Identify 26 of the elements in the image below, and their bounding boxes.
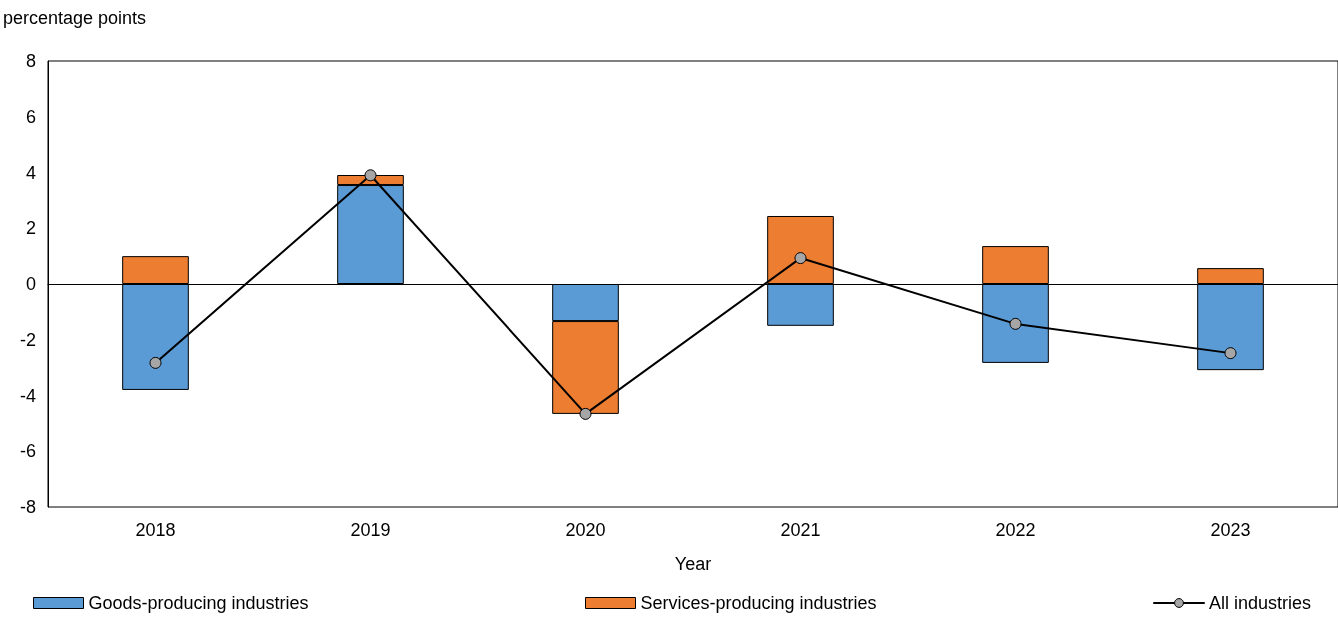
x-tick-label: 2019 (350, 520, 391, 540)
legend-label: All industries (1209, 593, 1312, 613)
x-tick-label: 2022 (995, 520, 1036, 540)
y-tick-label: 4 (25, 162, 36, 183)
point (794, 252, 807, 265)
y-tick-label: 2 (25, 218, 36, 239)
x-tick-label: 2018 (135, 520, 176, 540)
y-tick-label: -8 (19, 497, 36, 517)
y-tick-label: -4 (19, 385, 36, 406)
x-tick-label: 2021 (780, 520, 821, 540)
point (579, 407, 592, 420)
point (1009, 317, 1022, 330)
x-axis-title: Year (674, 554, 712, 574)
legend-label: Goods-producing industries (88, 593, 309, 613)
x-tick-label: 2020 (565, 520, 606, 540)
y-tick-label: 0 (25, 274, 36, 294)
x-tick-label: 2023 (1210, 520, 1251, 540)
y-tick-label: -2 (19, 329, 36, 350)
y-tick-label: 8 (25, 51, 36, 71)
point (149, 356, 162, 369)
y-tick-label: -6 (19, 441, 36, 462)
y-tick-label: 6 (25, 106, 36, 127)
point (1224, 347, 1237, 360)
legend-label: Services-producing industries (640, 593, 877, 613)
y-axis-title: percentage points (3, 8, 147, 28)
point (364, 169, 377, 182)
